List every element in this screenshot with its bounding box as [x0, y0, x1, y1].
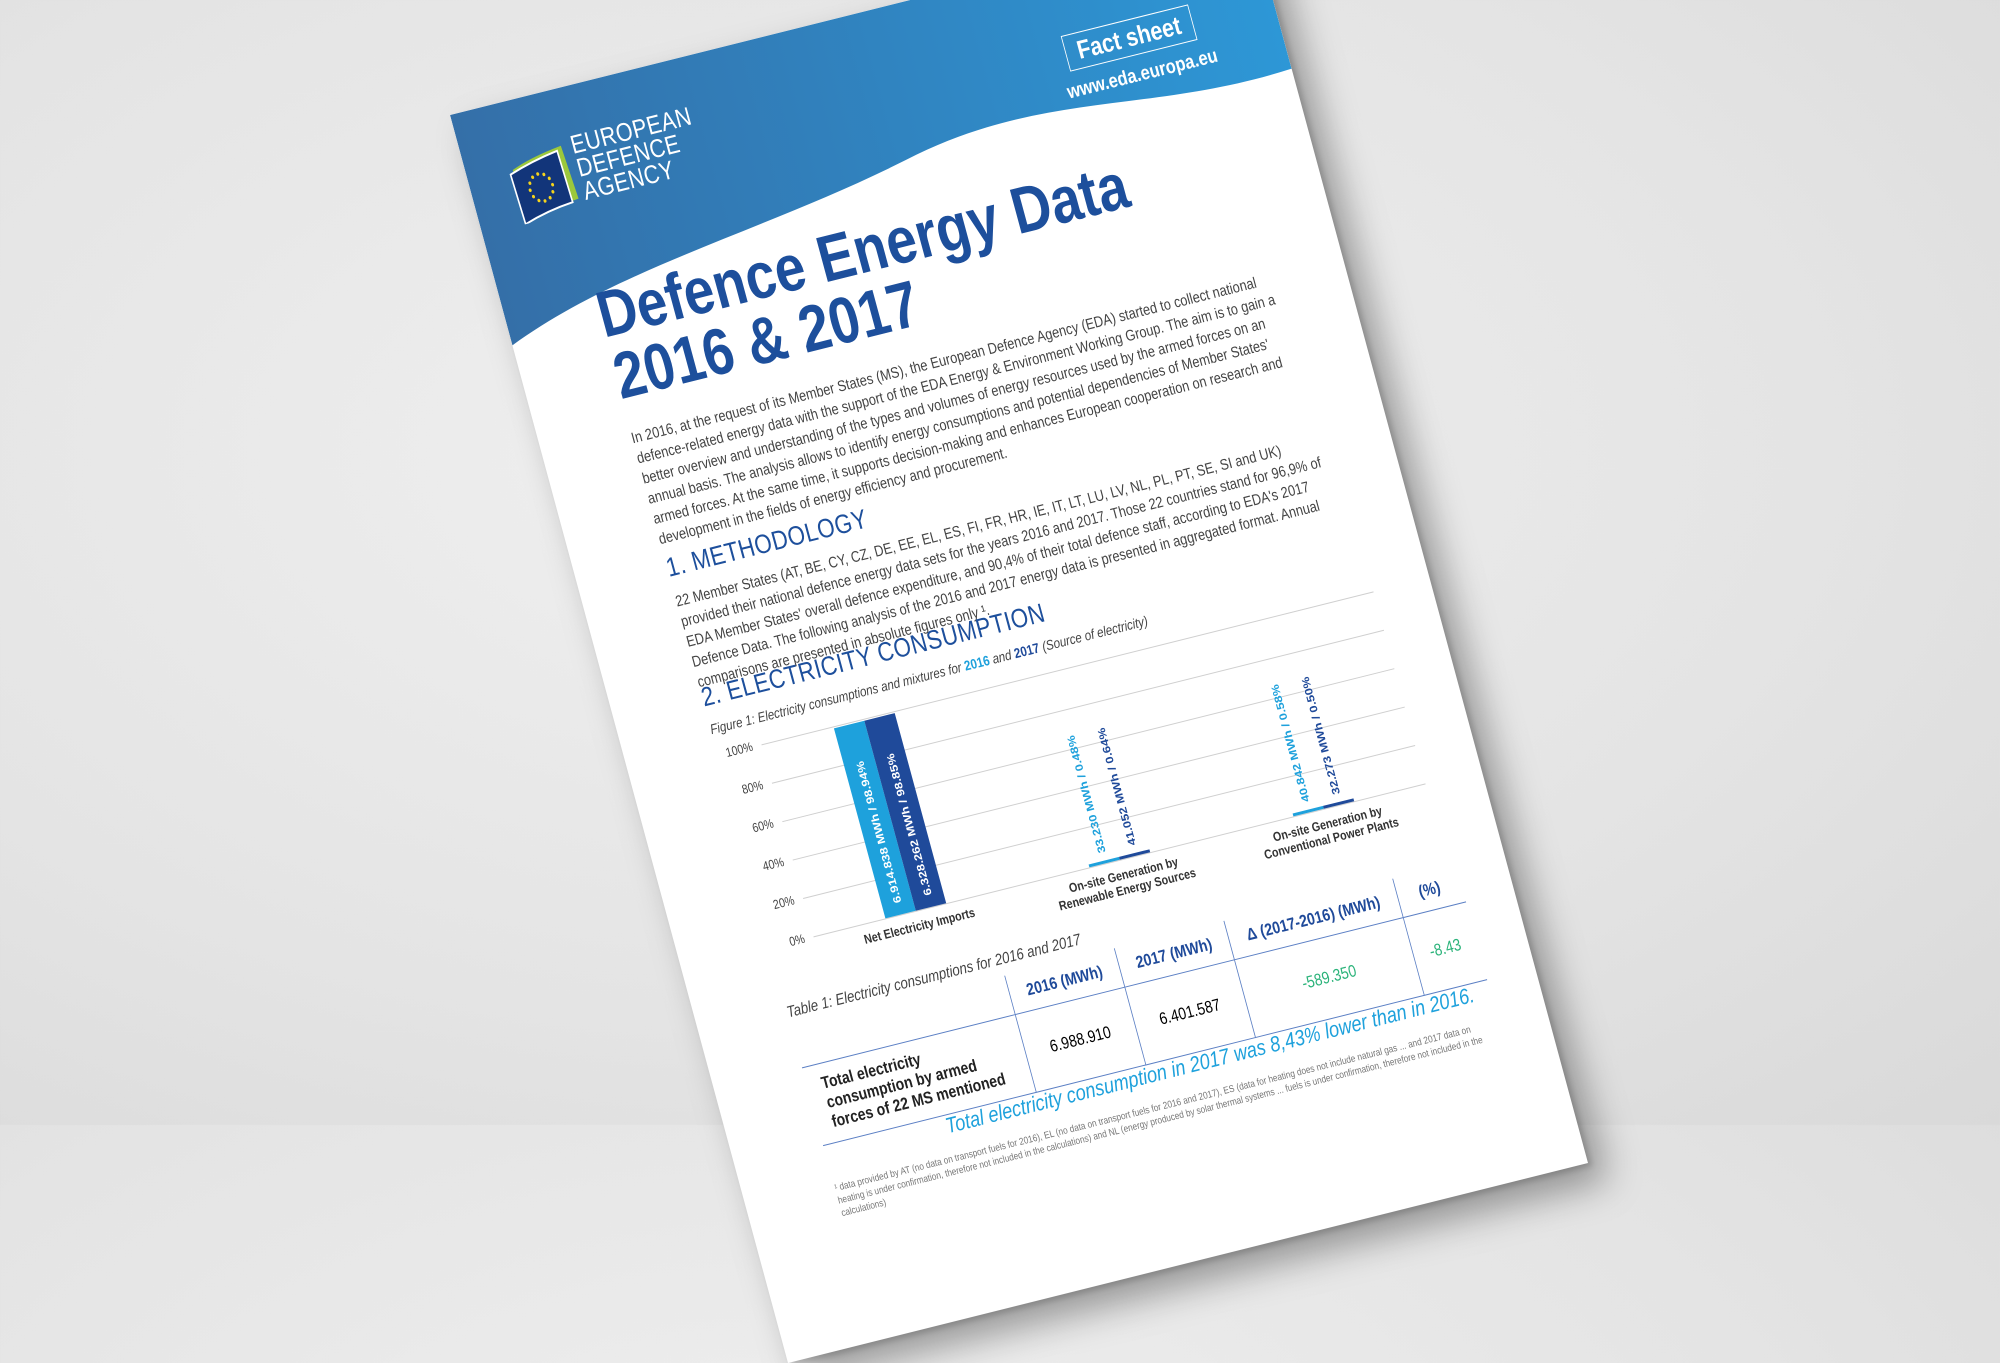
y-tick-label: 100%: [723, 738, 755, 760]
bar-2017: [1118, 849, 1150, 860]
star-icon: [537, 198, 541, 203]
eu-flag-icon: [509, 145, 579, 226]
bar-2017: [1322, 798, 1354, 809]
y-tick-label: 20%: [771, 892, 797, 913]
star-icon: [528, 181, 532, 185]
star-icon: [548, 195, 552, 200]
star-icon: [551, 190, 555, 194]
bar-2016: [1292, 806, 1324, 817]
star-icon: [547, 176, 551, 181]
star-icon: [543, 199, 547, 203]
fact-sheet-page: EUROPEAN DEFENCE AGENCY Fact sheet www.e…: [450, 0, 1588, 1363]
star-icon: [542, 172, 546, 177]
y-tick-label: 60%: [750, 815, 776, 836]
star-icon: [531, 194, 536, 199]
star-icon: [531, 175, 535, 180]
y-tick-label: 80%: [740, 777, 765, 797]
header-band: [450, 0, 1292, 346]
star-icon: [551, 182, 555, 187]
star-icon: [528, 188, 532, 193]
bar-2016: [1088, 857, 1120, 868]
star-icon: [536, 172, 540, 176]
y-tick-label: 40%: [760, 854, 786, 874]
eda-logo: EUROPEAN DEFENCE AGENCY: [504, 101, 695, 230]
